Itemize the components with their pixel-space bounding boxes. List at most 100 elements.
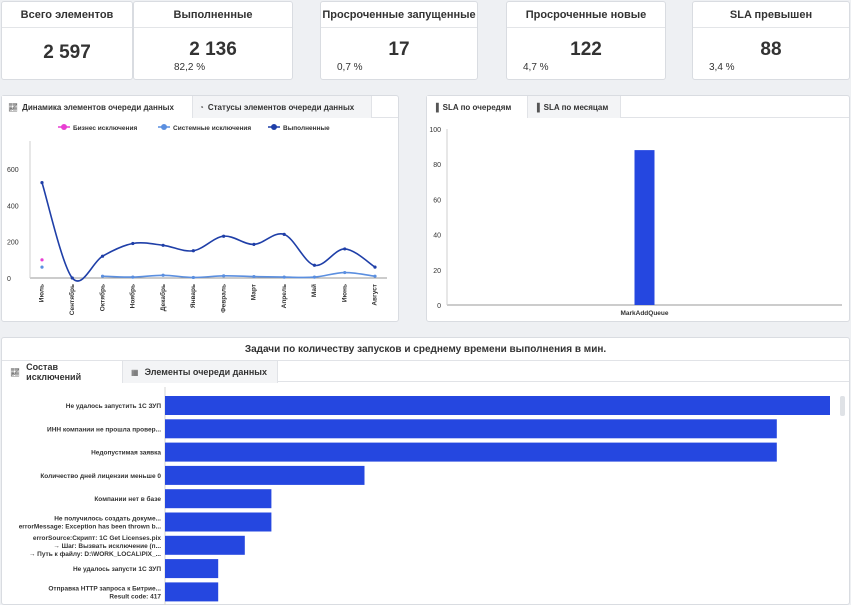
data-point	[343, 270, 347, 275]
data-point	[40, 181, 44, 185]
bar-chart-icon: ▐	[534, 102, 540, 112]
line-chart-icon: 📈︎	[10, 367, 21, 377]
bar	[634, 150, 655, 305]
tab-sla-by-queue[interactable]: ▐ SLA по очередям	[427, 96, 527, 118]
bar	[165, 442, 777, 462]
kpi-card-overdue-running: Просроченные запущенные 17 0,7 %	[320, 1, 478, 80]
bar	[165, 535, 245, 555]
scrollbar[interactable]	[840, 396, 845, 416]
kpi-title: Просроченные новые	[525, 9, 647, 21]
category-label: → Шаг: Вызвать исключение (п...	[53, 543, 161, 550]
tab-exceptions[interactable]: 📈︎ Состав исключений	[2, 361, 122, 383]
data-point	[373, 274, 377, 278]
data-point	[373, 265, 377, 269]
tab-label: Состав исключений	[26, 362, 82, 382]
dynamics-tabbar: 📈︎ Динамика элементов очереди данных ◔ С…	[2, 96, 398, 118]
kpi-title: Выполненные	[173, 9, 253, 21]
category-label: errorSource:Скрипт: 1С Get Licenses.pix	[33, 535, 162, 542]
y-tick-label: 200	[7, 240, 19, 247]
kpi-card-overdue-new: Просроченные новые 122 4,7 %	[506, 1, 666, 80]
data-point	[131, 275, 135, 279]
x-tick-label: MarkAddQueue	[620, 310, 668, 317]
tasks-panel: Задачи по количеству запусков и среднему…	[1, 337, 850, 605]
sla-bar-chart: 0 20 40 60 80 100 MarkAddQueue	[429, 127, 842, 317]
y-tick-label: 60	[433, 197, 441, 204]
kpi-title: Всего элементов	[20, 9, 114, 21]
section-title: Задачи по количеству запусков и среднему…	[244, 344, 607, 355]
x-tick-label: Сентябрь	[68, 284, 76, 315]
data-point	[252, 274, 256, 279]
kpi-value: 2 136	[189, 39, 237, 60]
divider	[321, 27, 477, 28]
tab-label: Статусы элементов очереди данных	[207, 102, 355, 112]
category-label: ИНН компании не прошла провер...	[47, 426, 161, 433]
pie-chart-icon: ◔	[199, 102, 204, 112]
kpi-percent: 3,4 %	[709, 62, 735, 73]
line-chart: 0 200 400 600 Бизнес исключения Системные иск…	[7, 124, 387, 315]
kpi-percent: 82,2 %	[174, 62, 206, 73]
x-tick-label: Ноябрь	[129, 284, 137, 308]
category-label: Количество дней лицензии меньше 0	[40, 472, 161, 480]
data-point	[40, 265, 44, 269]
divider	[2, 27, 132, 28]
x-tick-label: Октябрь	[98, 284, 106, 311]
sla-panel: ▐ SLA по очередям ▐ SLA по месяцам 0 20 40…	[426, 95, 850, 322]
tab-label: Динамика элементов очереди данных	[22, 102, 174, 112]
data-point	[282, 232, 286, 236]
data-point	[282, 275, 286, 279]
dynamics-panel: 📈︎ Динамика элементов очереди данных ◔ С…	[1, 95, 399, 322]
kpi-percent: 4,7 %	[523, 62, 549, 73]
table-icon: ▦	[131, 367, 139, 377]
kpi-title: Просроченные запущенные	[322, 9, 476, 21]
kpi-percent: 0,7 %	[337, 62, 363, 73]
y-tick-label: 400	[7, 203, 19, 210]
category-label: Не получилось создать докуме...	[54, 516, 161, 523]
legend-label: Системные исключения	[173, 125, 251, 132]
kpi-card-sla-exceeded: SLA превышен 88 3,4 %	[692, 1, 850, 80]
series-1	[40, 258, 44, 262]
x-tick-label: Февраль	[220, 284, 227, 313]
tab-statuses[interactable]: ◔ Статусы элементов очереди данных	[192, 96, 372, 118]
x-tick-label: Март	[251, 284, 258, 300]
data-point	[191, 275, 195, 280]
bar	[165, 512, 272, 532]
x-tick-label: Декабрь	[159, 284, 167, 311]
data-point	[161, 243, 165, 247]
category-label: → Путь к файлу: D:\WORK_LOCAL\PIX_...	[29, 550, 161, 558]
data-point	[131, 241, 135, 246]
data-point	[343, 247, 347, 251]
data-point	[100, 274, 105, 278]
kpi-value: 122	[570, 39, 602, 60]
category-label: Отправка HTTP запроса к Битрие...	[48, 585, 161, 592]
y-tick-label: 0	[7, 276, 11, 283]
tab-queue-elements[interactable]: ▦ Элементы очереди данных	[122, 361, 278, 383]
data-point	[191, 249, 195, 253]
tasks-tabbar: 📈︎ Состав исключений ▦ Элементы очереди …	[2, 360, 849, 383]
category-label: errorMessage: Exception has been thrown …	[19, 524, 162, 531]
y-tick-label: 100	[429, 127, 441, 134]
data-point	[252, 242, 256, 246]
bar-chart-icon: ▐	[433, 102, 439, 112]
data-point	[312, 263, 317, 267]
data-point	[222, 274, 226, 278]
divider	[507, 27, 665, 28]
series-line	[102, 271, 376, 279]
bar	[165, 419, 777, 439]
x-tick-label: Январь	[190, 284, 197, 308]
tab-label: SLA по очередям	[442, 102, 512, 112]
tab-dynamics[interactable]: 📈︎ Динамика элементов очереди данных	[2, 96, 192, 118]
kpi-title: SLA превышен	[729, 9, 813, 21]
y-tick-label: 40	[433, 233, 441, 240]
data-point	[222, 234, 226, 238]
category-label: Недопустимая заявка	[91, 450, 161, 457]
x-tick-label: Июль	[39, 284, 46, 302]
kpi-card-completed: Выполненные 2 136 82,2 %	[133, 1, 293, 80]
divider	[134, 27, 292, 28]
tab-sla-by-month[interactable]: ▐ SLA по месяцам	[527, 96, 621, 118]
sla-tabbar: ▐ SLA по очередям ▐ SLA по месяцам	[427, 96, 849, 118]
divider	[693, 27, 849, 28]
kpi-card-total: Всего элементов 2 597	[1, 1, 133, 80]
x-tick-label: Май	[310, 284, 318, 297]
category-label: Компании нет в базе	[94, 495, 161, 503]
series-line	[41, 182, 376, 282]
